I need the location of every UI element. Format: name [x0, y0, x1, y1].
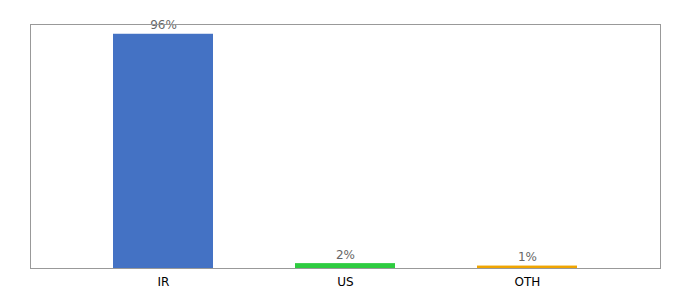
svg-text:IR: IR	[158, 275, 170, 289]
svg-text:US: US	[337, 275, 353, 289]
svg-text:OTH: OTH	[515, 275, 541, 289]
svg-text:96%: 96%	[150, 18, 177, 32]
svg-text:1%: 1%	[518, 250, 537, 264]
svg-text:2%: 2%	[336, 248, 355, 262]
